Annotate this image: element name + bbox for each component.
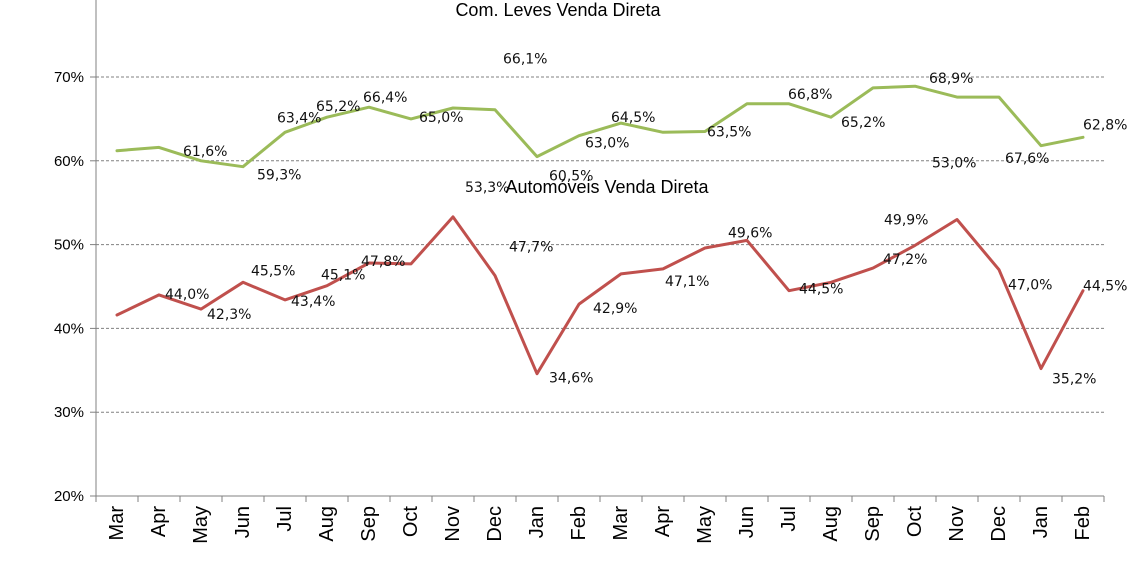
data-label: 65,2% — [841, 115, 885, 131]
x-tick-label: Sep — [358, 506, 380, 542]
x-tick-label: Aug — [820, 506, 842, 542]
data-label: 49,9% — [884, 212, 928, 228]
data-label: 68,9% — [929, 71, 973, 87]
data-label: 34,6% — [549, 371, 593, 387]
data-label: 44,0% — [165, 287, 209, 303]
x-tick-label: Jun — [736, 506, 758, 538]
data-label: 66,4% — [363, 90, 407, 106]
data-label: 44,5% — [1083, 279, 1127, 295]
data-label: 47,8% — [361, 254, 405, 270]
data-label: 53,3% — [465, 180, 509, 196]
x-tick-label: Jan — [526, 506, 548, 538]
data-labels: 61,6%59,3%63,4%65,2%66,4%65,0%66,1%60,5%… — [165, 52, 1127, 388]
x-tick-label: May — [694, 506, 716, 544]
x-tick-label: Feb — [568, 506, 590, 540]
gridlines — [96, 76, 1104, 413]
series-titles: Com. Leves Venda Direta Automóveis Venda… — [455, 0, 709, 197]
y-tick-label: 40% — [54, 320, 84, 337]
data-label: 45,5% — [251, 263, 295, 279]
x-tick-label: Dec — [484, 506, 506, 542]
y-tick-label: 60% — [54, 153, 84, 170]
x-tick-label: Feb — [1072, 506, 1094, 540]
x-tick-label: Aug — [316, 506, 338, 542]
x-tick-label: Jul — [274, 506, 296, 532]
data-label: 49,6% — [728, 225, 772, 241]
data-label: 62,8% — [1083, 117, 1127, 133]
data-label: 64,5% — [611, 110, 655, 126]
data-label: 65,2% — [316, 99, 360, 115]
data-label: 66,8% — [788, 87, 832, 103]
x-tick-label: Nov — [442, 506, 464, 542]
data-label: 67,6% — [1005, 151, 1049, 167]
x-tick-label: Jan — [1030, 506, 1052, 538]
data-label: 44,5% — [799, 282, 843, 298]
x-tick-label: Oct — [904, 506, 926, 538]
series-title-automoveis: Automóveis Venda Direta — [505, 177, 709, 197]
data-label: 47,2% — [883, 252, 927, 268]
series-lines — [115, 84, 1085, 376]
data-label: 63,4% — [277, 110, 321, 126]
data-label: 66,1% — [503, 52, 547, 68]
x-tick-label: Sep — [862, 506, 884, 542]
series-line-1 — [115, 215, 1085, 376]
x-tick-label: Jul — [778, 506, 800, 532]
data-label: 42,9% — [593, 301, 637, 317]
series-title-com-leves: Com. Leves Venda Direta — [455, 0, 661, 20]
data-label: 61,6% — [183, 144, 227, 160]
data-label: 65,0% — [419, 110, 463, 126]
y-tick-label: 50% — [54, 237, 84, 254]
x-tick-label: Apr — [148, 506, 170, 537]
x-tick-label: May — [190, 506, 212, 544]
x-tick-label: Mar — [106, 506, 128, 541]
x-tick-label: Dec — [988, 506, 1010, 542]
data-label: 45,1% — [321, 268, 365, 284]
data-label: 53,0% — [932, 155, 976, 171]
x-tick-label: Nov — [946, 506, 968, 542]
axes: 20% 30% 40% 50% 60% 70% Mar Apr May Jun Jul Aug Sep O… — [54, 0, 1105, 544]
data-label: 63,5% — [707, 124, 751, 140]
series-line-0 — [115, 84, 1085, 169]
x-tick-label: Jun — [232, 506, 254, 538]
data-label: 35,2% — [1052, 372, 1096, 388]
y-tick-label: 70% — [54, 69, 84, 86]
data-label: 43,4% — [291, 294, 335, 310]
data-label: 47,0% — [1008, 278, 1052, 294]
data-label: 47,7% — [509, 240, 553, 256]
data-label: 60,5% — [549, 169, 593, 185]
x-tick-label: Oct — [400, 506, 422, 538]
x-tick-label: Mar — [610, 506, 632, 541]
data-label: 59,3% — [257, 168, 301, 184]
data-label: 47,1% — [665, 274, 709, 290]
y-tick-label: 30% — [54, 404, 84, 421]
data-label: 63,0% — [585, 136, 629, 152]
data-label: 42,3% — [207, 307, 251, 323]
y-tick-label: 20% — [54, 488, 84, 505]
x-tick-label: Apr — [652, 506, 674, 537]
